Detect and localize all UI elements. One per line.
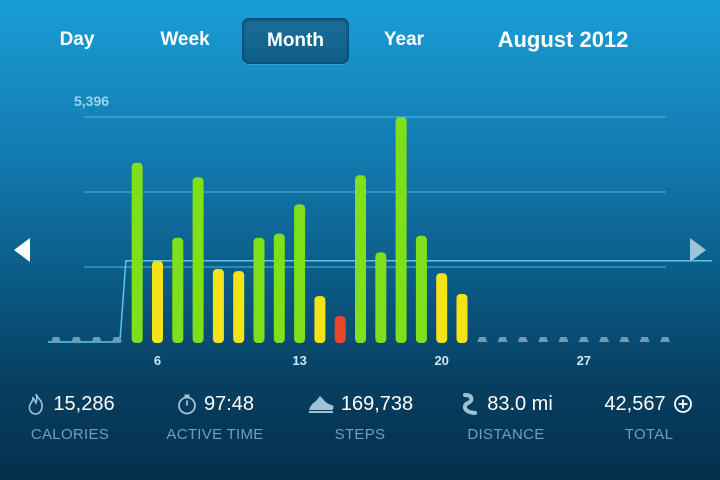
bar xyxy=(233,271,245,343)
stat-steps-label: STEPS xyxy=(334,426,386,443)
road-icon xyxy=(459,393,481,415)
bar xyxy=(131,162,143,343)
stat-active-time: 97:48 ACTIVE TIME xyxy=(152,388,278,468)
flame-icon xyxy=(25,393,47,415)
summary-stats: 15,286 CALORIES 97:48 ACTIVE TIME 169,73… xyxy=(0,388,720,480)
bar xyxy=(334,316,346,343)
stat-calories-label: CALORIES xyxy=(30,426,110,443)
x-axis-ticks: 6 13 20 27 xyxy=(154,353,591,368)
bar xyxy=(456,294,468,343)
bar xyxy=(192,177,204,343)
stat-active-time-value: 97:48 xyxy=(203,393,255,415)
stat-steps: 169,738 STEPS xyxy=(296,388,424,468)
bar xyxy=(375,252,387,343)
bar xyxy=(294,204,306,343)
bar xyxy=(314,296,326,343)
x-tick-label: 13 xyxy=(292,353,306,368)
no-data-marker xyxy=(111,337,122,342)
stat-total-label: TOTAL xyxy=(624,426,674,443)
bar xyxy=(415,235,427,343)
no-data-marker xyxy=(538,337,549,342)
stopwatch-icon xyxy=(176,393,198,415)
no-data-marker xyxy=(639,337,650,342)
prev-period-icon[interactable] xyxy=(12,236,32,264)
bars xyxy=(51,117,670,343)
bar xyxy=(395,117,407,343)
stat-distance-value: 83.0 mi xyxy=(487,393,553,415)
no-data-marker xyxy=(660,337,670,342)
x-tick-label: 27 xyxy=(577,353,591,368)
stat-distance-label: DISTANCE xyxy=(467,426,545,443)
bar xyxy=(253,237,265,343)
stat-total: 42,567 TOTAL xyxy=(592,388,706,468)
bar xyxy=(355,175,366,343)
no-data-marker xyxy=(71,337,82,342)
shoe-icon xyxy=(307,393,335,415)
fuel-plus-icon xyxy=(672,393,694,415)
no-data-marker xyxy=(599,337,610,342)
stat-active-time-label: ACTIVE TIME xyxy=(166,426,264,443)
activity-chart: 5,396 6 13 20 27 xyxy=(48,93,712,368)
no-data-marker xyxy=(497,337,508,342)
no-data-marker xyxy=(619,337,630,342)
max-value-label: 5,396 xyxy=(74,93,109,109)
x-tick-label: 20 xyxy=(434,353,448,368)
stat-distance: 83.0 mi DISTANCE xyxy=(446,388,566,468)
bar xyxy=(436,273,448,343)
tab-week[interactable]: Week xyxy=(160,29,210,50)
no-data-marker xyxy=(51,337,61,342)
tab-month[interactable]: Month xyxy=(242,18,349,64)
period-tabs: Day Week Month Year August 2012 xyxy=(0,0,720,80)
tab-year[interactable]: Year xyxy=(383,29,425,50)
next-period-icon[interactable] xyxy=(688,236,708,264)
no-data-marker xyxy=(517,337,528,342)
stat-total-value: 42,567 xyxy=(604,393,666,415)
period-title: August 2012 xyxy=(497,27,629,52)
stat-calories: 15,286 CALORIES xyxy=(10,388,130,468)
bar xyxy=(172,237,184,343)
bar xyxy=(273,233,285,343)
no-data-marker xyxy=(477,337,488,342)
no-data-marker xyxy=(578,337,589,342)
bar xyxy=(152,260,163,343)
bar xyxy=(212,269,224,343)
stat-steps-value: 169,738 xyxy=(340,393,414,415)
x-tick-label: 6 xyxy=(154,353,161,368)
no-data-marker xyxy=(558,337,569,342)
tab-day[interactable]: Day xyxy=(59,29,95,50)
stat-calories-value: 15,286 xyxy=(53,393,115,415)
no-data-marker xyxy=(91,337,102,342)
